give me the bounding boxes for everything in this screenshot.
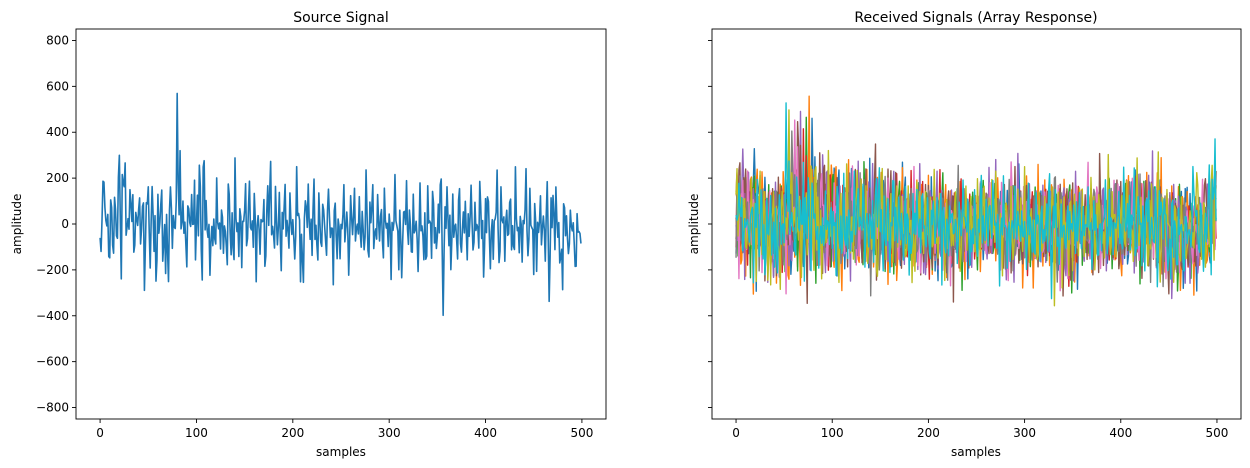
source-signal-axes: 0 100 200 300 400 500 −800 −600 −400 −200 0 200 400…: [10, 10, 607, 459]
x-tick-label: 0: [96, 426, 104, 440]
x-tick-label: 400: [474, 426, 497, 440]
y-tick-label: −800: [36, 401, 69, 415]
received-channel-10-line: [735, 102, 1217, 300]
received-signals-x-label: samples: [951, 445, 1001, 459]
x-tick-label: 200: [281, 426, 304, 440]
y-tick-label: 200: [46, 171, 69, 185]
y-tick-label: −600: [36, 355, 69, 369]
received-signals-y-label: amplitude: [687, 194, 701, 255]
received-signals-x-ticks: 0 100 200 300 400 500: [732, 419, 1228, 440]
received-signals-plot-area: [735, 95, 1217, 307]
source-signal-line: [99, 92, 582, 317]
received-signals-title: Received Signals (Array Response): [854, 10, 1097, 26]
received-signals-y-ticks: [708, 40, 712, 408]
x-tick-label: 300: [378, 426, 401, 440]
y-tick-label: 600: [46, 79, 69, 93]
y-tick-label: −200: [36, 263, 69, 277]
x-tick-label: 0: [732, 426, 740, 440]
received-signals-axes: 0 100 200 300 400 500 Received Signals (Array…: [687, 10, 1242, 459]
x-tick-label: 400: [1109, 426, 1132, 440]
source-signal-title: Source Signal: [293, 10, 389, 26]
x-tick-label: 100: [185, 426, 208, 440]
y-tick-label: 800: [46, 33, 69, 47]
x-tick-label: 500: [1206, 426, 1229, 440]
y-tick-label: 400: [46, 125, 69, 139]
source-signal-x-ticks: 0 100 200 300 400 500: [96, 419, 593, 440]
y-tick-label: 0: [61, 217, 69, 231]
x-tick-label: 500: [570, 426, 593, 440]
source-signal-y-label: amplitude: [10, 194, 24, 255]
source-signal-plot-area: [99, 92, 582, 317]
source-signal-x-label: samples: [316, 445, 366, 459]
source-signal-y-ticks: −800 −600 −400 −200 0 200 400 600 800: [36, 33, 76, 415]
x-tick-label: 300: [1013, 426, 1036, 440]
x-tick-label: 100: [821, 426, 844, 440]
y-tick-label: −400: [36, 309, 69, 323]
x-tick-label: 200: [917, 426, 940, 440]
